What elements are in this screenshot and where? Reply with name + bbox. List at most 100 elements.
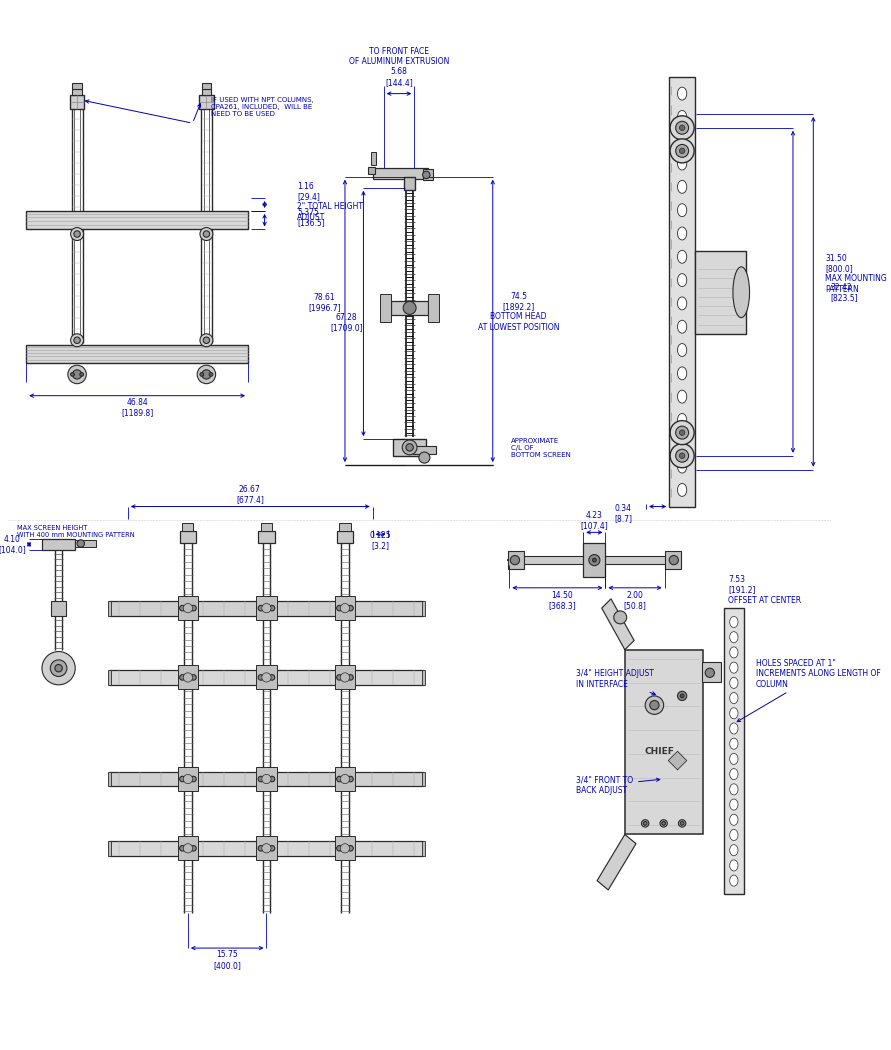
- Circle shape: [209, 373, 213, 376]
- Bar: [110, 670, 423, 685]
- Bar: [178, 666, 198, 690]
- Circle shape: [593, 559, 596, 562]
- Circle shape: [269, 675, 274, 680]
- Bar: [508, 551, 524, 569]
- Ellipse shape: [730, 814, 738, 825]
- Ellipse shape: [677, 204, 687, 216]
- Circle shape: [200, 373, 204, 376]
- Circle shape: [402, 440, 417, 455]
- Text: HOLES SPACED AT 1"
INCREMENTS ALONG LENGTH OF
COLUMN: HOLES SPACED AT 1" INCREMENTS ALONG LENG…: [737, 658, 881, 721]
- Circle shape: [403, 301, 416, 314]
- Circle shape: [347, 606, 353, 611]
- Circle shape: [645, 696, 664, 714]
- Circle shape: [180, 776, 185, 782]
- Ellipse shape: [730, 693, 738, 704]
- Bar: [183, 523, 193, 530]
- Ellipse shape: [730, 769, 738, 780]
- Ellipse shape: [730, 723, 738, 734]
- Circle shape: [50, 659, 67, 676]
- Ellipse shape: [677, 87, 687, 100]
- Circle shape: [680, 694, 684, 698]
- Bar: [258, 530, 274, 544]
- Circle shape: [679, 429, 685, 436]
- Circle shape: [191, 776, 196, 782]
- Ellipse shape: [730, 677, 738, 689]
- Circle shape: [74, 231, 80, 237]
- Ellipse shape: [730, 632, 738, 643]
- Circle shape: [643, 821, 647, 825]
- Circle shape: [200, 334, 213, 346]
- Circle shape: [262, 844, 271, 853]
- Bar: [42, 539, 75, 550]
- Circle shape: [191, 845, 196, 852]
- Circle shape: [269, 776, 274, 782]
- Ellipse shape: [677, 320, 687, 333]
- Bar: [695, 251, 746, 334]
- Circle shape: [677, 691, 687, 700]
- Ellipse shape: [677, 391, 687, 403]
- Circle shape: [419, 452, 430, 463]
- Circle shape: [184, 673, 192, 683]
- Circle shape: [191, 675, 196, 680]
- Bar: [178, 766, 198, 791]
- Circle shape: [184, 775, 192, 783]
- Circle shape: [337, 845, 342, 852]
- Bar: [368, 167, 375, 174]
- Text: 3/4" FRONT TO
BACK ADJUST: 3/4" FRONT TO BACK ADJUST: [576, 776, 660, 795]
- Text: 14.50
[368.3]: 14.50 [368.3]: [548, 591, 576, 610]
- Bar: [413, 446, 437, 454]
- Circle shape: [669, 555, 678, 565]
- Circle shape: [262, 775, 271, 783]
- Circle shape: [180, 675, 185, 680]
- Circle shape: [614, 611, 626, 624]
- Bar: [26, 211, 248, 229]
- Text: 46.84
[1189.8]: 46.84 [1189.8]: [121, 398, 153, 418]
- Bar: [669, 77, 695, 506]
- Circle shape: [340, 673, 349, 683]
- Ellipse shape: [730, 754, 738, 764]
- Circle shape: [675, 145, 689, 158]
- Circle shape: [42, 652, 75, 685]
- Bar: [421, 841, 425, 856]
- Circle shape: [680, 821, 684, 825]
- Circle shape: [675, 426, 689, 439]
- Polygon shape: [601, 598, 634, 650]
- Bar: [108, 670, 111, 685]
- Circle shape: [74, 337, 80, 343]
- Circle shape: [70, 228, 84, 240]
- Bar: [665, 551, 682, 569]
- Text: MAX SCREEN HEIGHT
WITH 400 mm MOUNTING PATTERN: MAX SCREEN HEIGHT WITH 400 mm MOUNTING P…: [17, 525, 135, 538]
- Ellipse shape: [677, 414, 687, 426]
- Circle shape: [55, 665, 62, 672]
- Bar: [372, 168, 428, 178]
- Ellipse shape: [677, 437, 687, 449]
- Circle shape: [340, 775, 349, 783]
- Circle shape: [337, 606, 342, 611]
- Ellipse shape: [677, 274, 687, 287]
- Circle shape: [197, 365, 216, 383]
- Bar: [108, 772, 111, 786]
- Bar: [199, 94, 214, 109]
- Bar: [257, 836, 276, 860]
- Ellipse shape: [677, 483, 687, 497]
- Circle shape: [203, 231, 209, 237]
- Bar: [421, 601, 425, 615]
- Text: APPROXIMATE
C/L OF
BOTTOM SCREEN: APPROXIMATE C/L OF BOTTOM SCREEN: [511, 438, 571, 459]
- Circle shape: [70, 373, 74, 376]
- Ellipse shape: [730, 875, 738, 886]
- Ellipse shape: [677, 250, 687, 264]
- Polygon shape: [668, 752, 687, 770]
- Bar: [335, 766, 356, 791]
- Circle shape: [511, 555, 519, 565]
- Bar: [178, 596, 198, 621]
- Bar: [110, 601, 423, 615]
- Bar: [110, 841, 423, 856]
- Bar: [180, 530, 196, 544]
- Circle shape: [203, 337, 209, 343]
- Circle shape: [678, 820, 686, 827]
- Bar: [178, 836, 198, 860]
- Circle shape: [262, 604, 271, 613]
- Circle shape: [180, 606, 185, 611]
- Text: 67.28
[1709.0]: 67.28 [1709.0]: [331, 313, 364, 333]
- Ellipse shape: [730, 738, 738, 750]
